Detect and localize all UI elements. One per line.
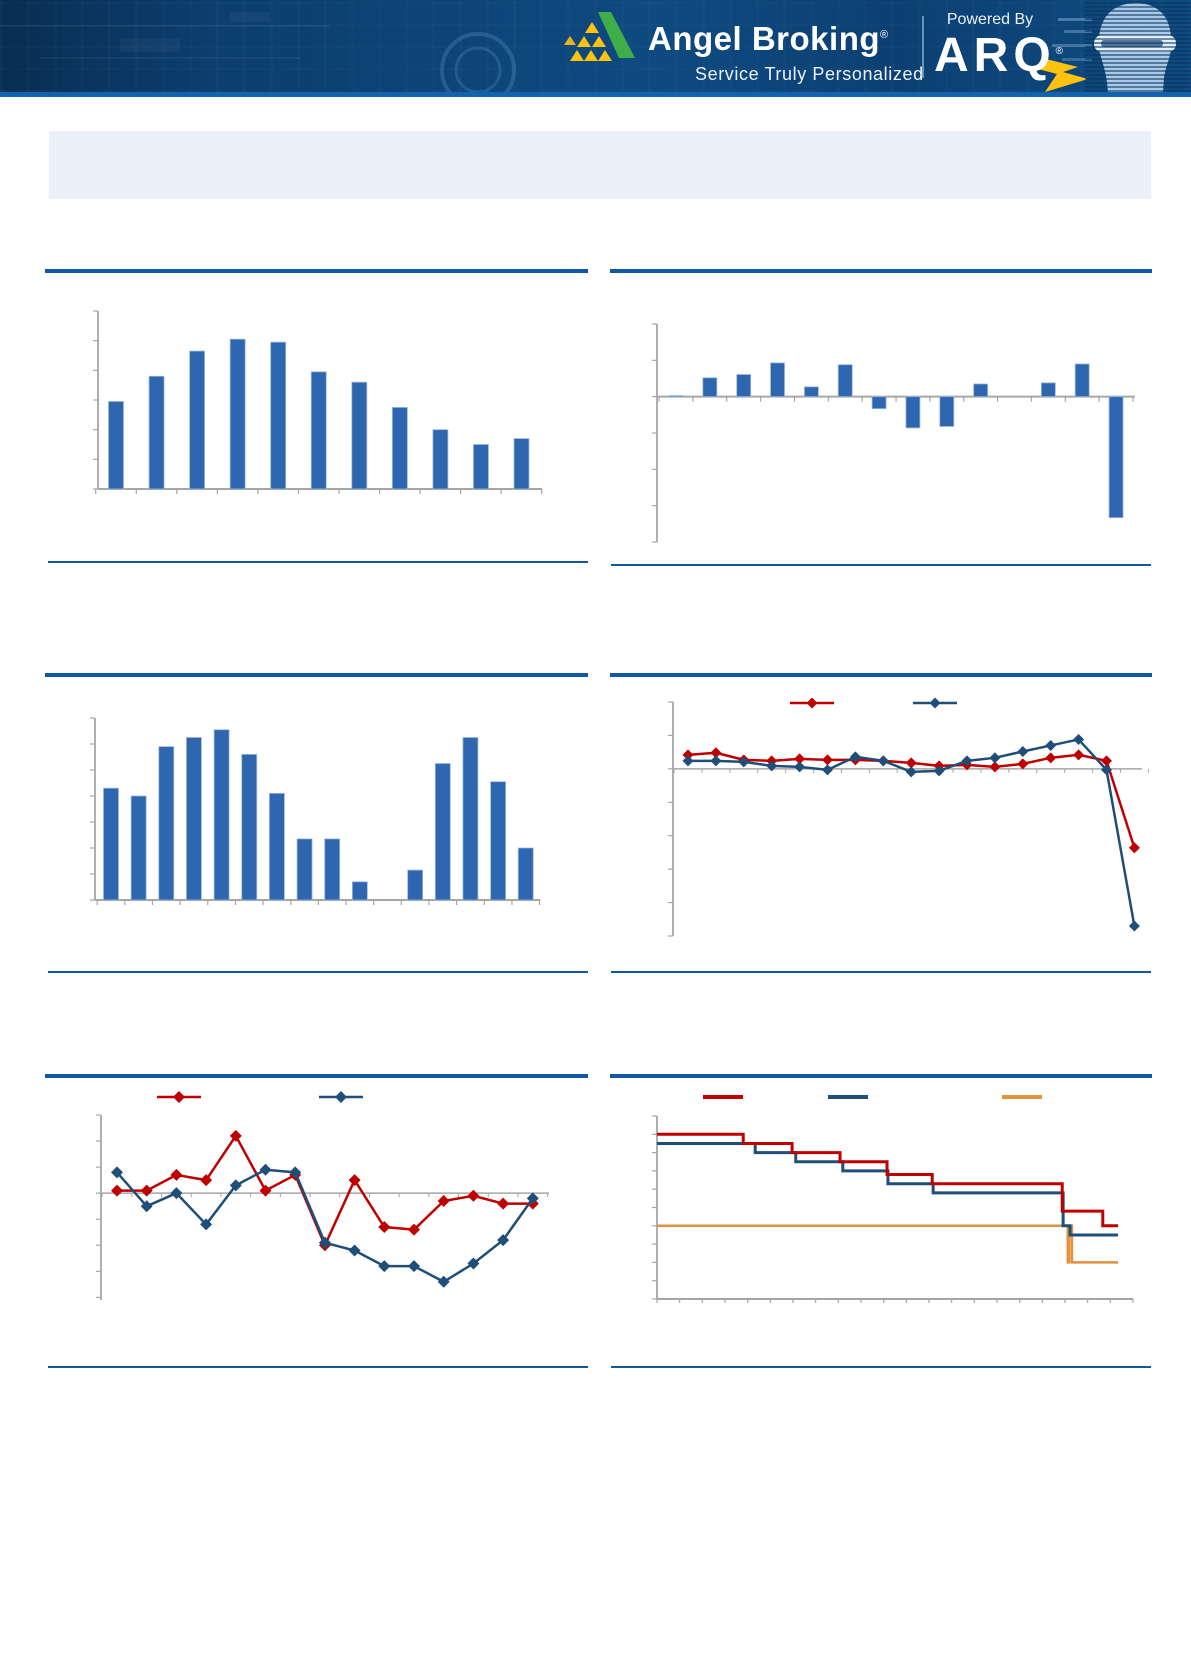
chart-top-right-bar — [645, 315, 1145, 550]
header-divider — [922, 16, 924, 78]
lightning-bolt-icon — [1038, 58, 1088, 92]
chart-top-left-bar — [75, 295, 555, 505]
arq-logo: ARQ® — [934, 28, 1063, 83]
brand-registered-mark: ® — [880, 29, 889, 41]
section-divider — [48, 561, 588, 563]
section-divider — [610, 673, 1152, 677]
gear-circle-decoration — [0, 12, 516, 92]
section-divider — [45, 269, 588, 273]
section-divider — [611, 971, 1151, 973]
section-divider — [611, 1366, 1151, 1368]
section-divider — [610, 269, 1152, 273]
chart-middle-right-line — [655, 690, 1150, 945]
section-divider — [611, 564, 1151, 566]
section-divider — [610, 1074, 1152, 1078]
chart-middle-left-bar — [85, 705, 555, 910]
brand-name: Angel Broking® — [648, 20, 889, 58]
angel-broking-logo-mark — [564, 12, 635, 61]
chart-bottom-left-line — [90, 1085, 560, 1310]
chart-bottom-right-step — [645, 1085, 1145, 1310]
header-decorations — [0, 0, 1191, 92]
section-divider — [48, 971, 588, 973]
arq-registered-mark: ® — [1055, 46, 1064, 57]
header-banner: Angel Broking® Service Truly Personalize… — [0, 0, 1191, 97]
powered-by-label: Powered By — [946, 11, 1034, 28]
summary-panel — [49, 131, 1151, 199]
section-divider — [45, 1074, 588, 1078]
section-divider — [48, 1366, 588, 1368]
section-divider — [45, 673, 588, 677]
robot-head-graphic — [1052, 0, 1191, 92]
brand-name-text: Angel Broking — [648, 20, 881, 57]
brand-tagline: Service Truly Personalized — [695, 64, 924, 84]
arq-logo-text: ARQ — [934, 29, 1056, 82]
